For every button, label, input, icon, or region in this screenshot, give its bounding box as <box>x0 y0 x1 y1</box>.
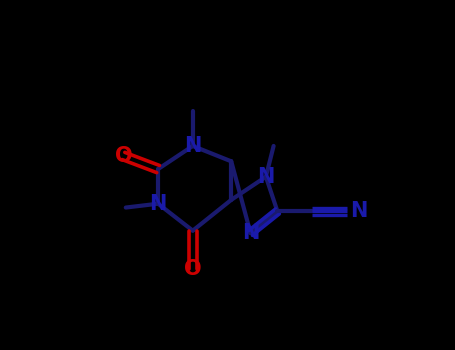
Text: O: O <box>115 146 132 166</box>
Text: N: N <box>351 201 368 222</box>
Text: O: O <box>184 259 202 279</box>
Text: N: N <box>184 136 202 156</box>
Text: N: N <box>149 194 167 214</box>
Text: N: N <box>257 167 275 187</box>
Text: N: N <box>242 223 259 243</box>
